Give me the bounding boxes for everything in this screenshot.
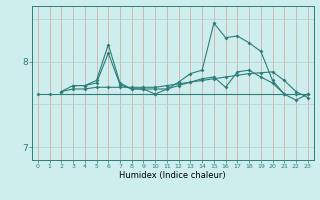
- X-axis label: Humidex (Indice chaleur): Humidex (Indice chaleur): [119, 171, 226, 180]
